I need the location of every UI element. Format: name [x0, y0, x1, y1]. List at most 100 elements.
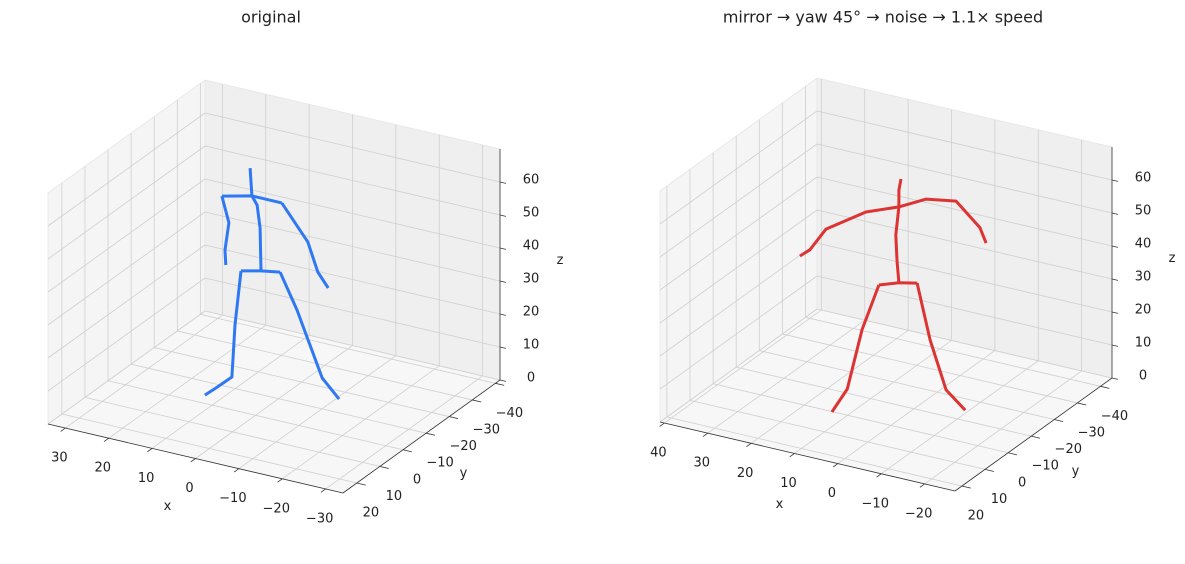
tick-mark [659, 422, 665, 427]
grid-line [204, 277, 501, 348]
z-tick-label: 0 [527, 371, 535, 386]
grid-line [659, 308, 818, 423]
tick-mark [499, 214, 506, 217]
z-tick-label: 40 [523, 239, 540, 254]
skeleton-line [204, 270, 243, 397]
grid-line [666, 416, 963, 487]
grid-line [204, 244, 501, 315]
z-tick-label: 30 [523, 272, 540, 287]
grid-line [47, 310, 206, 425]
skeleton-line [278, 271, 341, 401]
grid-line [659, 209, 818, 324]
tick-mark [1111, 212, 1118, 215]
y-tick-label: −20 [1055, 442, 1082, 457]
tick-mark [103, 437, 109, 442]
tick-mark [1077, 402, 1087, 406]
tick-mark [961, 485, 971, 489]
x-tick-label: 40 [650, 446, 667, 461]
tick-mark [499, 313, 506, 316]
tick-mark [499, 379, 506, 382]
grid-line [325, 375, 483, 490]
grid-line [759, 350, 1055, 420]
y-tick-label: −30 [473, 422, 500, 437]
x-tick-label: −20 [263, 501, 290, 516]
grid-line [659, 110, 818, 225]
grid-line [782, 333, 1078, 404]
z-tick-label: 20 [1135, 303, 1152, 318]
x-tick-label: 10 [780, 476, 797, 491]
skeleton-line [280, 202, 330, 289]
y-axis-line [342, 379, 501, 494]
tick-mark [379, 466, 389, 469]
grid-line [195, 345, 353, 459]
skeleton-line [878, 281, 918, 287]
skeleton-line [915, 282, 967, 412]
grid-line [204, 178, 501, 249]
grid-line [659, 143, 818, 258]
tick-mark [1111, 344, 1118, 347]
x-axis-line [659, 421, 956, 492]
y-tick-label: −20 [449, 439, 476, 454]
x-tick-label: 10 [138, 471, 155, 486]
grid-line [61, 413, 357, 484]
tick-mark [832, 463, 839, 468]
skeleton-line [799, 205, 900, 258]
grid-line [924, 370, 1082, 485]
grid-line [659, 176, 818, 291]
x-tick-label: −20 [905, 506, 932, 521]
z-tick-label: 60 [1135, 171, 1152, 186]
tick-mark [1100, 385, 1110, 389]
tick-mark [402, 449, 412, 453]
y-tick-label: 0 [1018, 475, 1026, 490]
tick-mark [495, 382, 505, 386]
grid-line [204, 145, 501, 216]
grid-line [805, 316, 1101, 387]
grid-line [47, 145, 206, 260]
y-tick-label: −10 [426, 456, 453, 471]
grid-line [664, 309, 822, 424]
z-tick-label: 50 [523, 206, 540, 221]
x-tick-label: 30 [51, 451, 68, 466]
grid-line [238, 355, 397, 469]
x-tick-label: 20 [737, 466, 754, 481]
chart-title: mirror → yaw 45° → noise → 1.1× speed [723, 8, 1043, 27]
grid-line [794, 340, 952, 454]
grid-line [816, 275, 1113, 346]
tick-mark [1111, 377, 1118, 380]
z-axis-label: z [557, 253, 564, 268]
grid-line [282, 365, 440, 480]
x-tick-label: 0 [185, 481, 193, 496]
skeleton-line [221, 194, 283, 205]
skeleton-line [894, 178, 903, 283]
grid-line [713, 383, 1009, 454]
grid-line [151, 335, 310, 449]
grid-line [204, 211, 501, 282]
tick-mark [984, 469, 994, 472]
grid-line [47, 178, 206, 293]
x-axis-label: x [776, 497, 784, 512]
grid-line [659, 275, 818, 390]
grid-line [47, 244, 206, 359]
grid-line [177, 330, 473, 401]
x-axis-label: x [164, 499, 172, 514]
y-axis-label: y [460, 466, 468, 481]
grid-line [84, 397, 381, 467]
tick-mark [919, 483, 925, 488]
tick-mark [1008, 452, 1018, 456]
skeleton-line [248, 168, 263, 271]
tick-mark [147, 448, 153, 453]
tick-mark [789, 453, 795, 458]
grid-line [816, 143, 1113, 214]
x-tick-label: −30 [306, 511, 333, 526]
z-tick-label: 50 [1135, 204, 1152, 219]
tick-mark [499, 280, 506, 283]
z-tick-label: 10 [523, 338, 540, 353]
z-tick-label: 10 [1135, 336, 1152, 351]
x-tick-label: −10 [219, 491, 246, 506]
y-tick-label: 10 [991, 492, 1008, 507]
z-tick-label: 30 [1135, 270, 1152, 285]
x-tick-label: 30 [693, 456, 710, 471]
tick-mark [1111, 311, 1118, 314]
grid-line [816, 110, 1113, 181]
